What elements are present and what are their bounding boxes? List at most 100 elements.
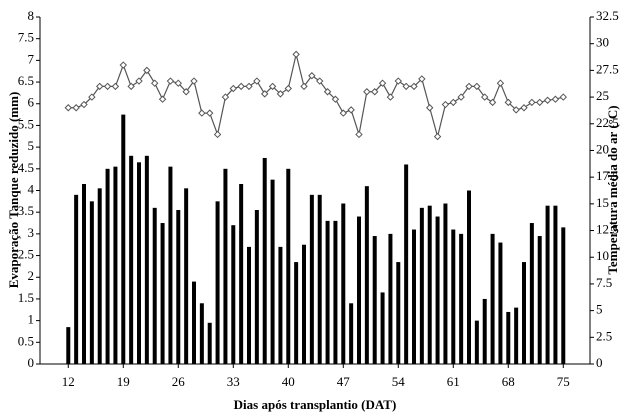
y2-tick-label: 27.5	[596, 61, 619, 76]
bar	[160, 223, 165, 364]
point-marker	[174, 79, 182, 87]
point-marker	[536, 98, 544, 107]
point-marker	[182, 88, 190, 96]
x-tick-label: 19	[117, 374, 130, 389]
y2-tick-label: 2.5	[596, 328, 612, 343]
bar	[137, 162, 141, 364]
bar	[97, 188, 102, 364]
bar	[262, 157, 267, 364]
point-marker	[229, 84, 237, 93]
temperature-line	[68, 54, 564, 139]
y-tick-label: 1.5	[18, 290, 34, 305]
bar	[553, 205, 558, 364]
x-tick-label: 12	[62, 374, 75, 389]
bar	[506, 311, 511, 364]
bar	[537, 236, 542, 364]
bar	[522, 262, 526, 364]
bar	[168, 166, 173, 364]
point-marker	[473, 82, 481, 91]
point-marker	[441, 100, 450, 109]
y2-tick-label: 10	[596, 248, 609, 263]
bar	[404, 164, 409, 364]
y-tick-label: 8	[28, 8, 35, 23]
point-marker	[457, 93, 465, 101]
point-marker	[551, 95, 560, 103]
point-marker	[127, 82, 135, 91]
point-marker	[386, 93, 395, 101]
bar	[184, 188, 189, 364]
point-marker	[528, 98, 536, 107]
point-marker	[261, 90, 269, 98]
point-marker	[433, 132, 442, 141]
bar	[82, 183, 86, 364]
bar	[435, 216, 440, 364]
point-marker	[143, 66, 151, 75]
point-marker	[190, 77, 198, 85]
bar	[419, 207, 424, 364]
point-marker	[323, 88, 332, 96]
y-tick-label: 5.5	[18, 116, 34, 131]
point-marker	[402, 82, 410, 91]
x-tick-label: 40	[282, 374, 295, 389]
point-marker	[371, 88, 379, 96]
bar	[364, 186, 369, 364]
point-marker	[151, 79, 159, 87]
bar	[309, 194, 314, 364]
x-tick-label: 47	[337, 374, 351, 389]
y-tick-label: 3.5	[18, 203, 34, 218]
bar	[254, 210, 259, 364]
point-marker	[103, 82, 112, 91]
point-marker	[166, 77, 175, 85]
point-marker	[206, 109, 214, 117]
bar	[176, 210, 181, 364]
bar	[89, 201, 94, 364]
bar	[396, 262, 401, 364]
point-marker	[449, 98, 457, 107]
y-tick-label: 0	[28, 355, 35, 370]
y-tick-label: 1	[28, 312, 35, 327]
point-marker	[559, 93, 567, 101]
y-tick-label: 0.5	[18, 333, 34, 348]
bar	[317, 194, 322, 364]
bar	[341, 203, 346, 364]
y2-tick-label: 22.5	[596, 115, 619, 130]
bar	[247, 246, 251, 364]
bar	[451, 229, 456, 364]
bar	[215, 201, 220, 364]
y-axis-title: Evaporação Tanque reduzido (mm)	[6, 92, 21, 289]
bar	[294, 262, 299, 364]
point-marker	[88, 93, 96, 101]
bar	[66, 327, 71, 364]
y-tick-label: 6	[28, 95, 35, 110]
point-marker	[96, 82, 104, 91]
bar	[231, 225, 236, 364]
point-marker	[245, 82, 253, 91]
y2-tick-label: 32.5	[596, 8, 619, 23]
point-marker	[64, 104, 72, 112]
bar	[357, 216, 361, 364]
bar	[482, 298, 487, 364]
bar	[223, 168, 228, 364]
y2-axis-title: Temperatura média do ar (°C)	[605, 105, 620, 274]
y2-tick-label: 12.5	[596, 222, 619, 237]
y-tick-label: 2	[28, 268, 35, 283]
bar	[270, 179, 275, 364]
bar	[427, 205, 432, 364]
point-marker	[339, 109, 347, 117]
point-marker	[410, 82, 418, 91]
point-marker	[426, 104, 434, 112]
bar	[207, 322, 212, 364]
bar	[529, 223, 534, 364]
y-tick-label: 6.5	[18, 73, 34, 88]
bar	[474, 320, 479, 364]
bar	[325, 220, 330, 364]
point-marker	[378, 79, 387, 87]
bar	[388, 233, 393, 364]
y-tick-label: 4	[28, 181, 35, 196]
point-marker	[418, 75, 426, 83]
point-marker	[135, 77, 143, 85]
bar	[467, 190, 471, 364]
bar	[349, 303, 354, 364]
point-marker	[198, 109, 206, 117]
